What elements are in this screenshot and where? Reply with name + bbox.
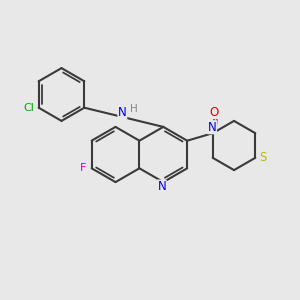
- Text: N: N: [118, 106, 127, 119]
- Text: N: N: [208, 121, 217, 134]
- Text: F: F: [80, 163, 86, 173]
- Text: H: H: [130, 104, 138, 114]
- Text: S: S: [259, 151, 266, 164]
- Text: N: N: [158, 180, 166, 193]
- Text: Cl: Cl: [24, 103, 34, 113]
- Text: O: O: [210, 106, 219, 119]
